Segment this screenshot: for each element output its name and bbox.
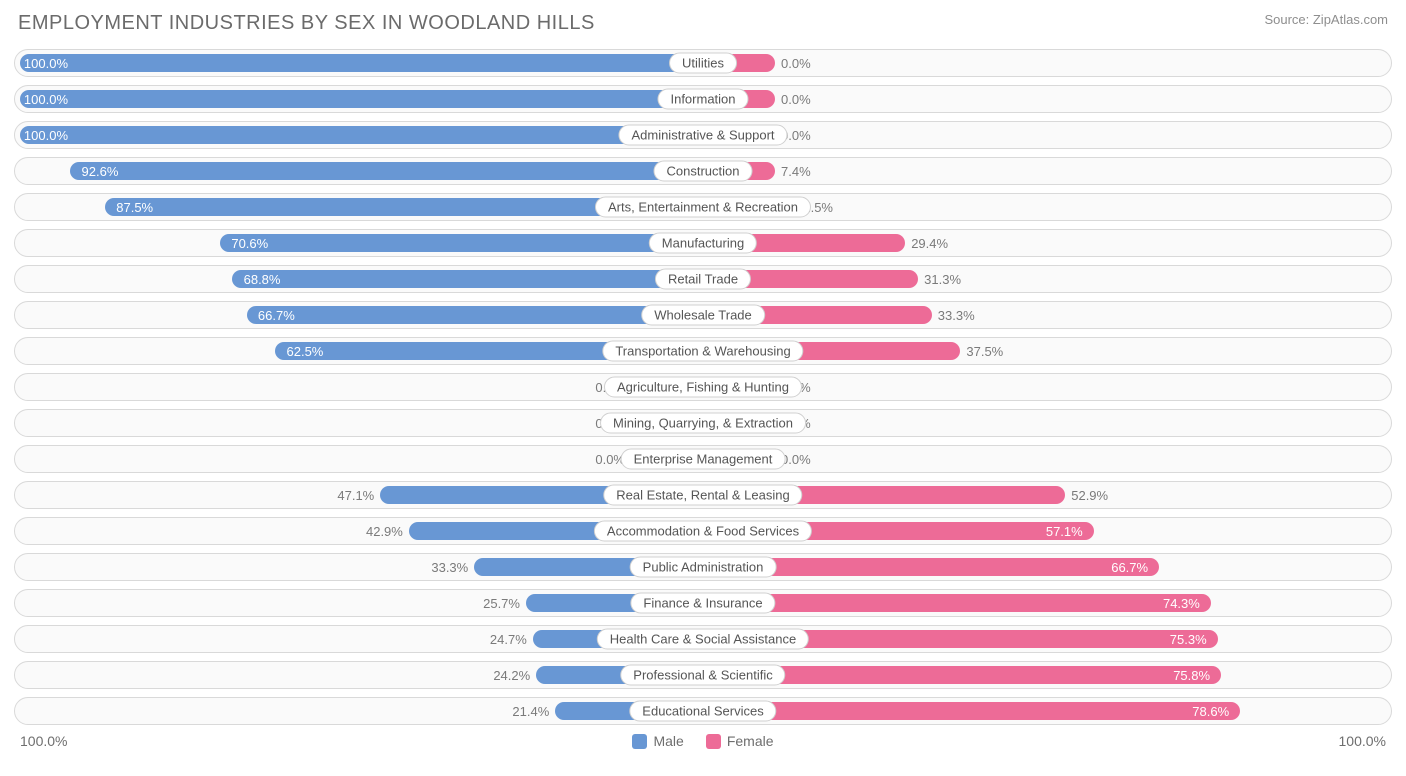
chart-row: 62.5% 37.5% Transportation & Warehousing: [14, 337, 1392, 365]
male-bar: [20, 126, 701, 144]
male-bar: [20, 54, 701, 72]
category-label: Finance & Insurance: [630, 593, 775, 614]
chart-row: 25.7% 74.3% Finance & Insurance: [14, 589, 1392, 617]
chart-row: 21.4% 78.6% Educational Services: [14, 697, 1392, 725]
chart-row: 47.1% 52.9% Real Estate, Rental & Leasing: [14, 481, 1392, 509]
category-label: Transportation & Warehousing: [602, 341, 803, 362]
legend-female-label: Female: [727, 733, 774, 749]
male-pct: 100.0%: [24, 122, 68, 148]
male-pct: 66.7%: [258, 302, 295, 328]
female-pct: 75.3%: [1170, 626, 1207, 652]
female-pct: 57.1%: [1046, 518, 1083, 544]
source-label: Source: ZipAtlas.com: [1264, 12, 1388, 27]
male-pct: 92.6%: [82, 158, 119, 184]
female-pct: 31.3%: [924, 266, 961, 292]
female-pct: 78.6%: [1192, 698, 1229, 724]
category-label: Retail Trade: [655, 269, 751, 290]
category-label: Utilities: [669, 53, 737, 74]
female-bar: [705, 594, 1211, 612]
female-pct: 0.0%: [781, 50, 811, 76]
male-bar: [247, 306, 701, 324]
female-pct: 52.9%: [1071, 482, 1108, 508]
chart-row: 87.5%12.5%Arts, Entertainment & Recreati…: [14, 193, 1392, 221]
chart-row: 66.7% 33.3% Wholesale Trade: [14, 301, 1392, 329]
category-label: Mining, Quarrying, & Extraction: [600, 413, 806, 434]
male-pct: 100.0%: [24, 86, 68, 112]
female-pct: 33.3%: [938, 302, 975, 328]
male-pct: 47.1%: [337, 482, 374, 508]
chart-row: 100.0% 0.0% Information: [14, 85, 1392, 113]
chart-row: 68.8% 31.3% Retail Trade: [14, 265, 1392, 293]
male-pct: 21.4%: [512, 698, 549, 724]
chart-row: 42.9% 57.1% Accommodation & Food Services: [14, 517, 1392, 545]
chart-row: 0.0%0.0%Mining, Quarrying, & Extraction: [14, 409, 1392, 437]
male-pct: 42.9%: [366, 518, 403, 544]
female-pct: 66.7%: [1111, 554, 1148, 580]
category-label: Information: [657, 89, 748, 110]
legend-male: Male: [632, 733, 683, 749]
female-pct: 74.3%: [1163, 590, 1200, 616]
male-pct: 33.3%: [431, 554, 468, 580]
category-label: Administrative & Support: [618, 125, 787, 146]
female-pct: 29.4%: [911, 230, 948, 256]
category-label: Arts, Entertainment & Recreation: [595, 197, 811, 218]
chart-title: EMPLOYMENT INDUSTRIES BY SEX IN WOODLAND…: [18, 12, 595, 35]
female-bar: [705, 702, 1240, 720]
category-label: Agriculture, Fishing & Hunting: [604, 377, 802, 398]
category-label: Public Administration: [630, 557, 777, 578]
category-label: Wholesale Trade: [641, 305, 765, 326]
legend-male-label: Male: [653, 733, 683, 749]
category-label: Professional & Scientific: [620, 665, 785, 686]
category-label: Accommodation & Food Services: [594, 521, 812, 542]
chart-row: 70.6% 29.4% Manufacturing: [14, 229, 1392, 257]
male-pct: 24.7%: [490, 626, 527, 652]
female-pct: 37.5%: [966, 338, 1003, 364]
category-label: Manufacturing: [649, 233, 757, 254]
female-pct: 75.8%: [1173, 662, 1210, 688]
chart-container: EMPLOYMENT INDUSTRIES BY SEX IN WOODLAND…: [0, 0, 1406, 776]
legend-female: Female: [706, 733, 774, 749]
male-pct: 70.6%: [231, 230, 268, 256]
chart-row: 0.0%0.0%Enterprise Management: [14, 445, 1392, 473]
male-bar: [232, 270, 701, 288]
male-bar: [70, 162, 701, 180]
male-pct: 24.2%: [493, 662, 530, 688]
male-swatch-icon: [632, 734, 647, 749]
chart-row: 100.0%0.0%Administrative & Support: [14, 121, 1392, 149]
chart-row: 33.3% 66.7% Public Administration: [14, 553, 1392, 581]
footer: 100.0% Male Female 100.0%: [14, 733, 1392, 749]
male-pct: 68.8%: [244, 266, 281, 292]
chart-row: 0.0%0.0%Agriculture, Fishing & Hunting: [14, 373, 1392, 401]
chart-row: 100.0% 0.0% Utilities: [14, 49, 1392, 77]
chart-row: 92.6% 7.4% Construction: [14, 157, 1392, 185]
axis-right-label: 100.0%: [1339, 733, 1386, 749]
male-pct: 62.5%: [287, 338, 324, 364]
category-label: Educational Services: [629, 701, 776, 722]
category-label: Construction: [654, 161, 753, 182]
female-pct: 0.0%: [781, 86, 811, 112]
female-pct: 0.0%: [781, 446, 811, 472]
male-pct: 25.7%: [483, 590, 520, 616]
category-label: Real Estate, Rental & Leasing: [603, 485, 802, 506]
category-label: Health Care & Social Assistance: [597, 629, 809, 650]
axis-left-label: 100.0%: [20, 733, 67, 749]
male-bar: [220, 234, 701, 252]
male-pct: 87.5%: [116, 194, 153, 220]
rows-area: 100.0% 0.0% Utilities 100.0% 0.0% Information…: [14, 49, 1392, 725]
chart-row: 24.7% 75.3% Health Care & Social Assistanc…: [14, 625, 1392, 653]
male-bar: [20, 90, 701, 108]
male-pct: 100.0%: [24, 50, 68, 76]
female-swatch-icon: [706, 734, 721, 749]
female-pct: 7.4%: [781, 158, 811, 184]
category-label: Enterprise Management: [621, 449, 786, 470]
legend: Male Female: [67, 733, 1338, 749]
chart-row: 24.2% 75.8% Professional & Scientific: [14, 661, 1392, 689]
header: EMPLOYMENT INDUSTRIES BY SEX IN WOODLAND…: [14, 12, 1392, 35]
